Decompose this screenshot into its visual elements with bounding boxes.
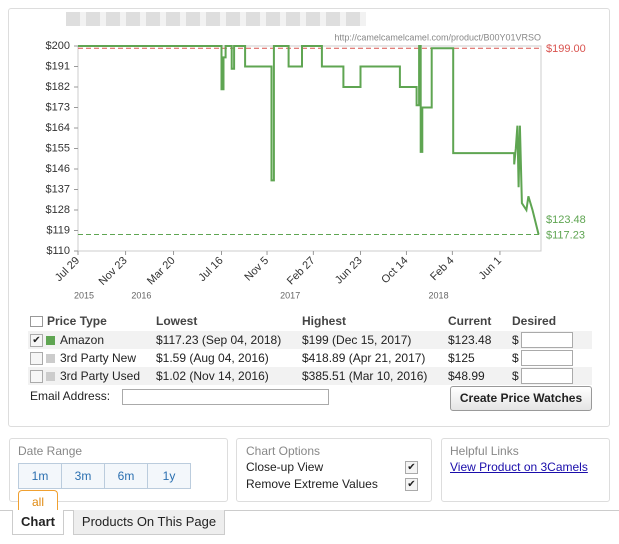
helpful-links-title: Helpful Links	[450, 444, 519, 458]
row-lowest: $1.02 (Nov 14, 2016)	[156, 369, 269, 383]
row-bg	[28, 331, 592, 349]
option-extreme: Remove Extreme Values	[246, 477, 378, 491]
tab-line	[0, 510, 619, 511]
tab-chart[interactable]: Chart	[12, 510, 64, 535]
y-tick-label: $173	[46, 101, 70, 113]
blurred-title	[66, 12, 366, 26]
row-current: $125	[448, 351, 475, 365]
x-tick-label: Feb 4	[428, 255, 456, 283]
x-tick-label: Nov 23	[97, 255, 130, 288]
y-tick-label: $182	[46, 81, 70, 93]
email-label: Email Address:	[30, 389, 111, 403]
row-highest: $418.89 (Apr 21, 2017)	[302, 351, 426, 365]
row-highest: $385.51 (Mar 10, 2016)	[302, 369, 428, 383]
header-current: Current	[448, 314, 492, 328]
x-tick-label: Jun 1	[477, 255, 505, 283]
current-label: $123.48	[546, 214, 586, 226]
header-price-type: Price Type	[47, 314, 107, 328]
row-name: Amazon	[60, 333, 105, 347]
x-tick-label: Feb 27	[285, 255, 318, 288]
y-tick-label: $200	[46, 40, 70, 52]
row-name: 3rd Party New	[60, 351, 137, 365]
y-tick-label: $155	[46, 142, 70, 154]
chart: http://camelcamelcamel.com/product/B00Y0…	[46, 32, 586, 300]
option-extreme-checkbox[interactable]: ✔	[405, 478, 418, 491]
range-button[interactable]: 1m	[18, 463, 62, 489]
tab-products[interactable]: Products On This Page	[73, 510, 225, 535]
y-tick-label: $191	[46, 60, 70, 72]
range-button[interactable]: 1y	[147, 463, 191, 489]
table-header: Price Type	[30, 314, 107, 328]
y-tick-label: $128	[46, 204, 70, 216]
x-tick-label: Oct 14	[379, 255, 410, 286]
row-name: 3rd Party Used	[60, 369, 141, 383]
option-closeup-checkbox[interactable]: ✔	[405, 461, 418, 474]
row-current: $123.48	[448, 333, 492, 347]
year-label: 2015	[74, 290, 94, 300]
x-tick-label: Jul 29	[53, 255, 82, 284]
header-desired: Desired	[512, 314, 557, 328]
email-input[interactable]	[122, 389, 329, 405]
chart-options-panel	[236, 438, 432, 502]
chart-options-title: Chart Options	[246, 444, 321, 458]
row-swatch	[46, 372, 55, 381]
row-highest: $199 (Dec 15, 2017)	[302, 333, 412, 347]
row-swatch	[46, 354, 55, 363]
row-lowest: $117.23 (Sep 04, 2018)	[156, 333, 282, 347]
row-lowest: $1.59 (Aug 04, 2016)	[156, 351, 269, 365]
range-button[interactable]: 3m	[61, 463, 105, 489]
row-desired-input[interactable]	[521, 368, 573, 384]
row-bg	[28, 367, 592, 385]
x-tick-label: Nov 5	[242, 255, 271, 284]
y-tick-label: $146	[46, 163, 70, 175]
year-label: 2017	[280, 290, 300, 300]
y-tick-label: $137	[46, 183, 70, 195]
year-label: 2018	[429, 290, 449, 300]
year-label: 2016	[131, 290, 151, 300]
range-all[interactable]: all	[18, 490, 58, 513]
row-desired-input[interactable]	[521, 332, 573, 348]
helpful-links-panel	[441, 438, 610, 502]
product-url: http://camelcamelcamel.com/product/B00Y0…	[334, 32, 541, 42]
row-checkbox[interactable]	[30, 352, 43, 365]
plot-area	[77, 45, 542, 252]
price-line	[78, 45, 540, 235]
date-range-title: Date Range	[18, 444, 83, 458]
row-desired-prefix: $	[512, 333, 519, 347]
x-tick-label: Mar 20	[145, 255, 178, 288]
row-desired-prefix: $	[512, 351, 519, 365]
row-current: $48.99	[448, 369, 485, 383]
y-tick-label: $164	[46, 122, 70, 134]
option-closeup: Close-up View	[246, 460, 324, 474]
header-lowest: Lowest	[156, 314, 198, 328]
reference-label: $199.00	[546, 43, 586, 55]
y-tick-label: $110	[46, 245, 70, 257]
row-swatch	[46, 336, 55, 345]
range-button[interactable]: 6m	[104, 463, 148, 489]
y-tick-label: $119	[46, 224, 70, 236]
helpful-link[interactable]: View Product on 3Camels	[450, 460, 588, 474]
row-desired-input[interactable]	[521, 350, 573, 366]
x-tick-label: Jul 16	[196, 255, 225, 284]
row-desired-prefix: $	[512, 369, 519, 383]
x-tick-label: Jun 23	[333, 255, 365, 287]
header-highest: Highest	[302, 314, 347, 328]
create-button[interactable]: Create Price Watches	[450, 386, 592, 411]
row-bg	[28, 349, 592, 367]
reference-label: $117.23	[546, 229, 585, 241]
row-checkbox[interactable]: ✔	[30, 334, 43, 347]
row-checkbox[interactable]	[30, 370, 43, 383]
